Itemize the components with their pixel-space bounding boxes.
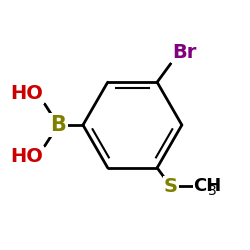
Text: CH: CH bbox=[194, 177, 222, 195]
Text: Br: Br bbox=[172, 44, 196, 62]
Text: B: B bbox=[50, 115, 66, 135]
Text: S: S bbox=[164, 177, 178, 196]
Text: HO: HO bbox=[10, 84, 43, 103]
Text: HO: HO bbox=[10, 147, 43, 166]
Text: 3: 3 bbox=[208, 184, 217, 198]
